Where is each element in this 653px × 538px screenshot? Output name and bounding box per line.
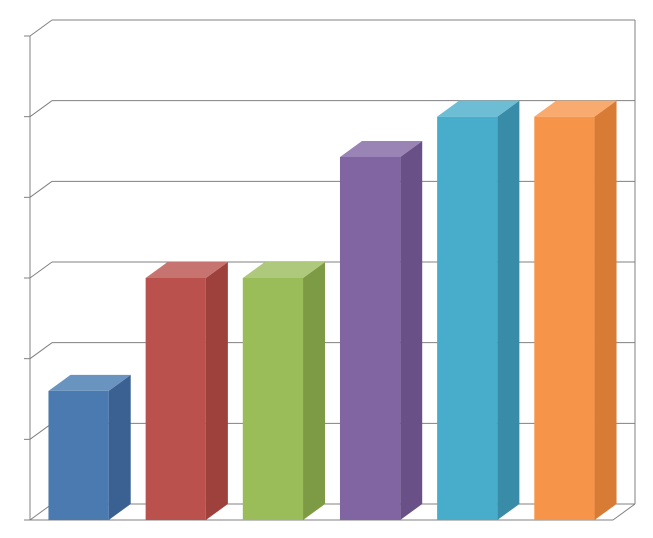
bar [243, 262, 325, 520]
bar [146, 262, 228, 520]
bar [340, 141, 422, 520]
bar [437, 101, 519, 520]
bar-chart-3d [0, 0, 653, 538]
chart-svg [0, 0, 653, 538]
bar [534, 101, 616, 520]
bar [48, 375, 130, 520]
